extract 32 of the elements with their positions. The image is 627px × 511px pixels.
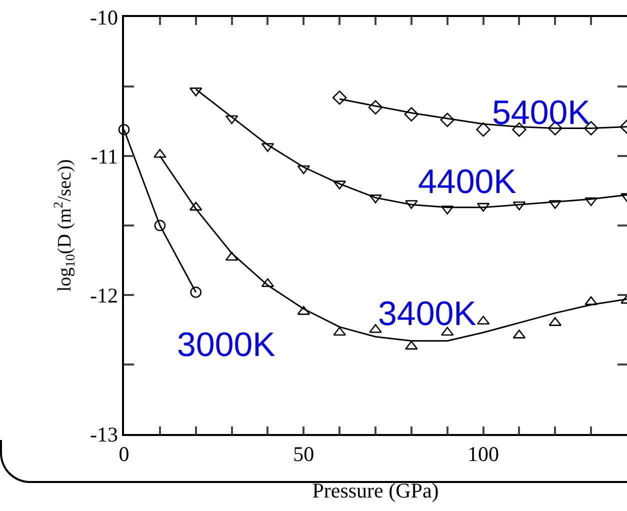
series-label: 5400K (492, 94, 591, 132)
series-label: 3000K (177, 326, 276, 364)
point (476, 122, 490, 137)
y-tick-label: -11 (90, 144, 118, 168)
point (404, 107, 419, 122)
point (368, 100, 383, 114)
x-axis-title: Pressure (GPa) (312, 478, 439, 503)
point (440, 326, 454, 336)
point (333, 326, 346, 336)
x-tick-label: 100 (468, 442, 500, 466)
y-tick-label: -10 (90, 5, 118, 30)
x-tick-label: 0 (118, 442, 130, 466)
point (189, 202, 202, 211)
series-label: 3400K (378, 295, 477, 333)
point (584, 296, 598, 306)
point (225, 252, 238, 261)
point (118, 124, 130, 136)
point (261, 278, 274, 288)
point (225, 115, 238, 124)
point (332, 90, 347, 105)
point (154, 220, 166, 232)
x-tick-label: 50 (293, 442, 314, 466)
point (405, 340, 418, 350)
point (476, 316, 490, 325)
y-tick-label: -13 (90, 422, 118, 446)
point (190, 286, 202, 298)
series-label: 4400K (418, 163, 517, 201)
point (440, 112, 455, 128)
point (297, 165, 310, 174)
point (584, 197, 598, 206)
point (476, 202, 490, 212)
y-tick-label: -12 (90, 283, 118, 308)
